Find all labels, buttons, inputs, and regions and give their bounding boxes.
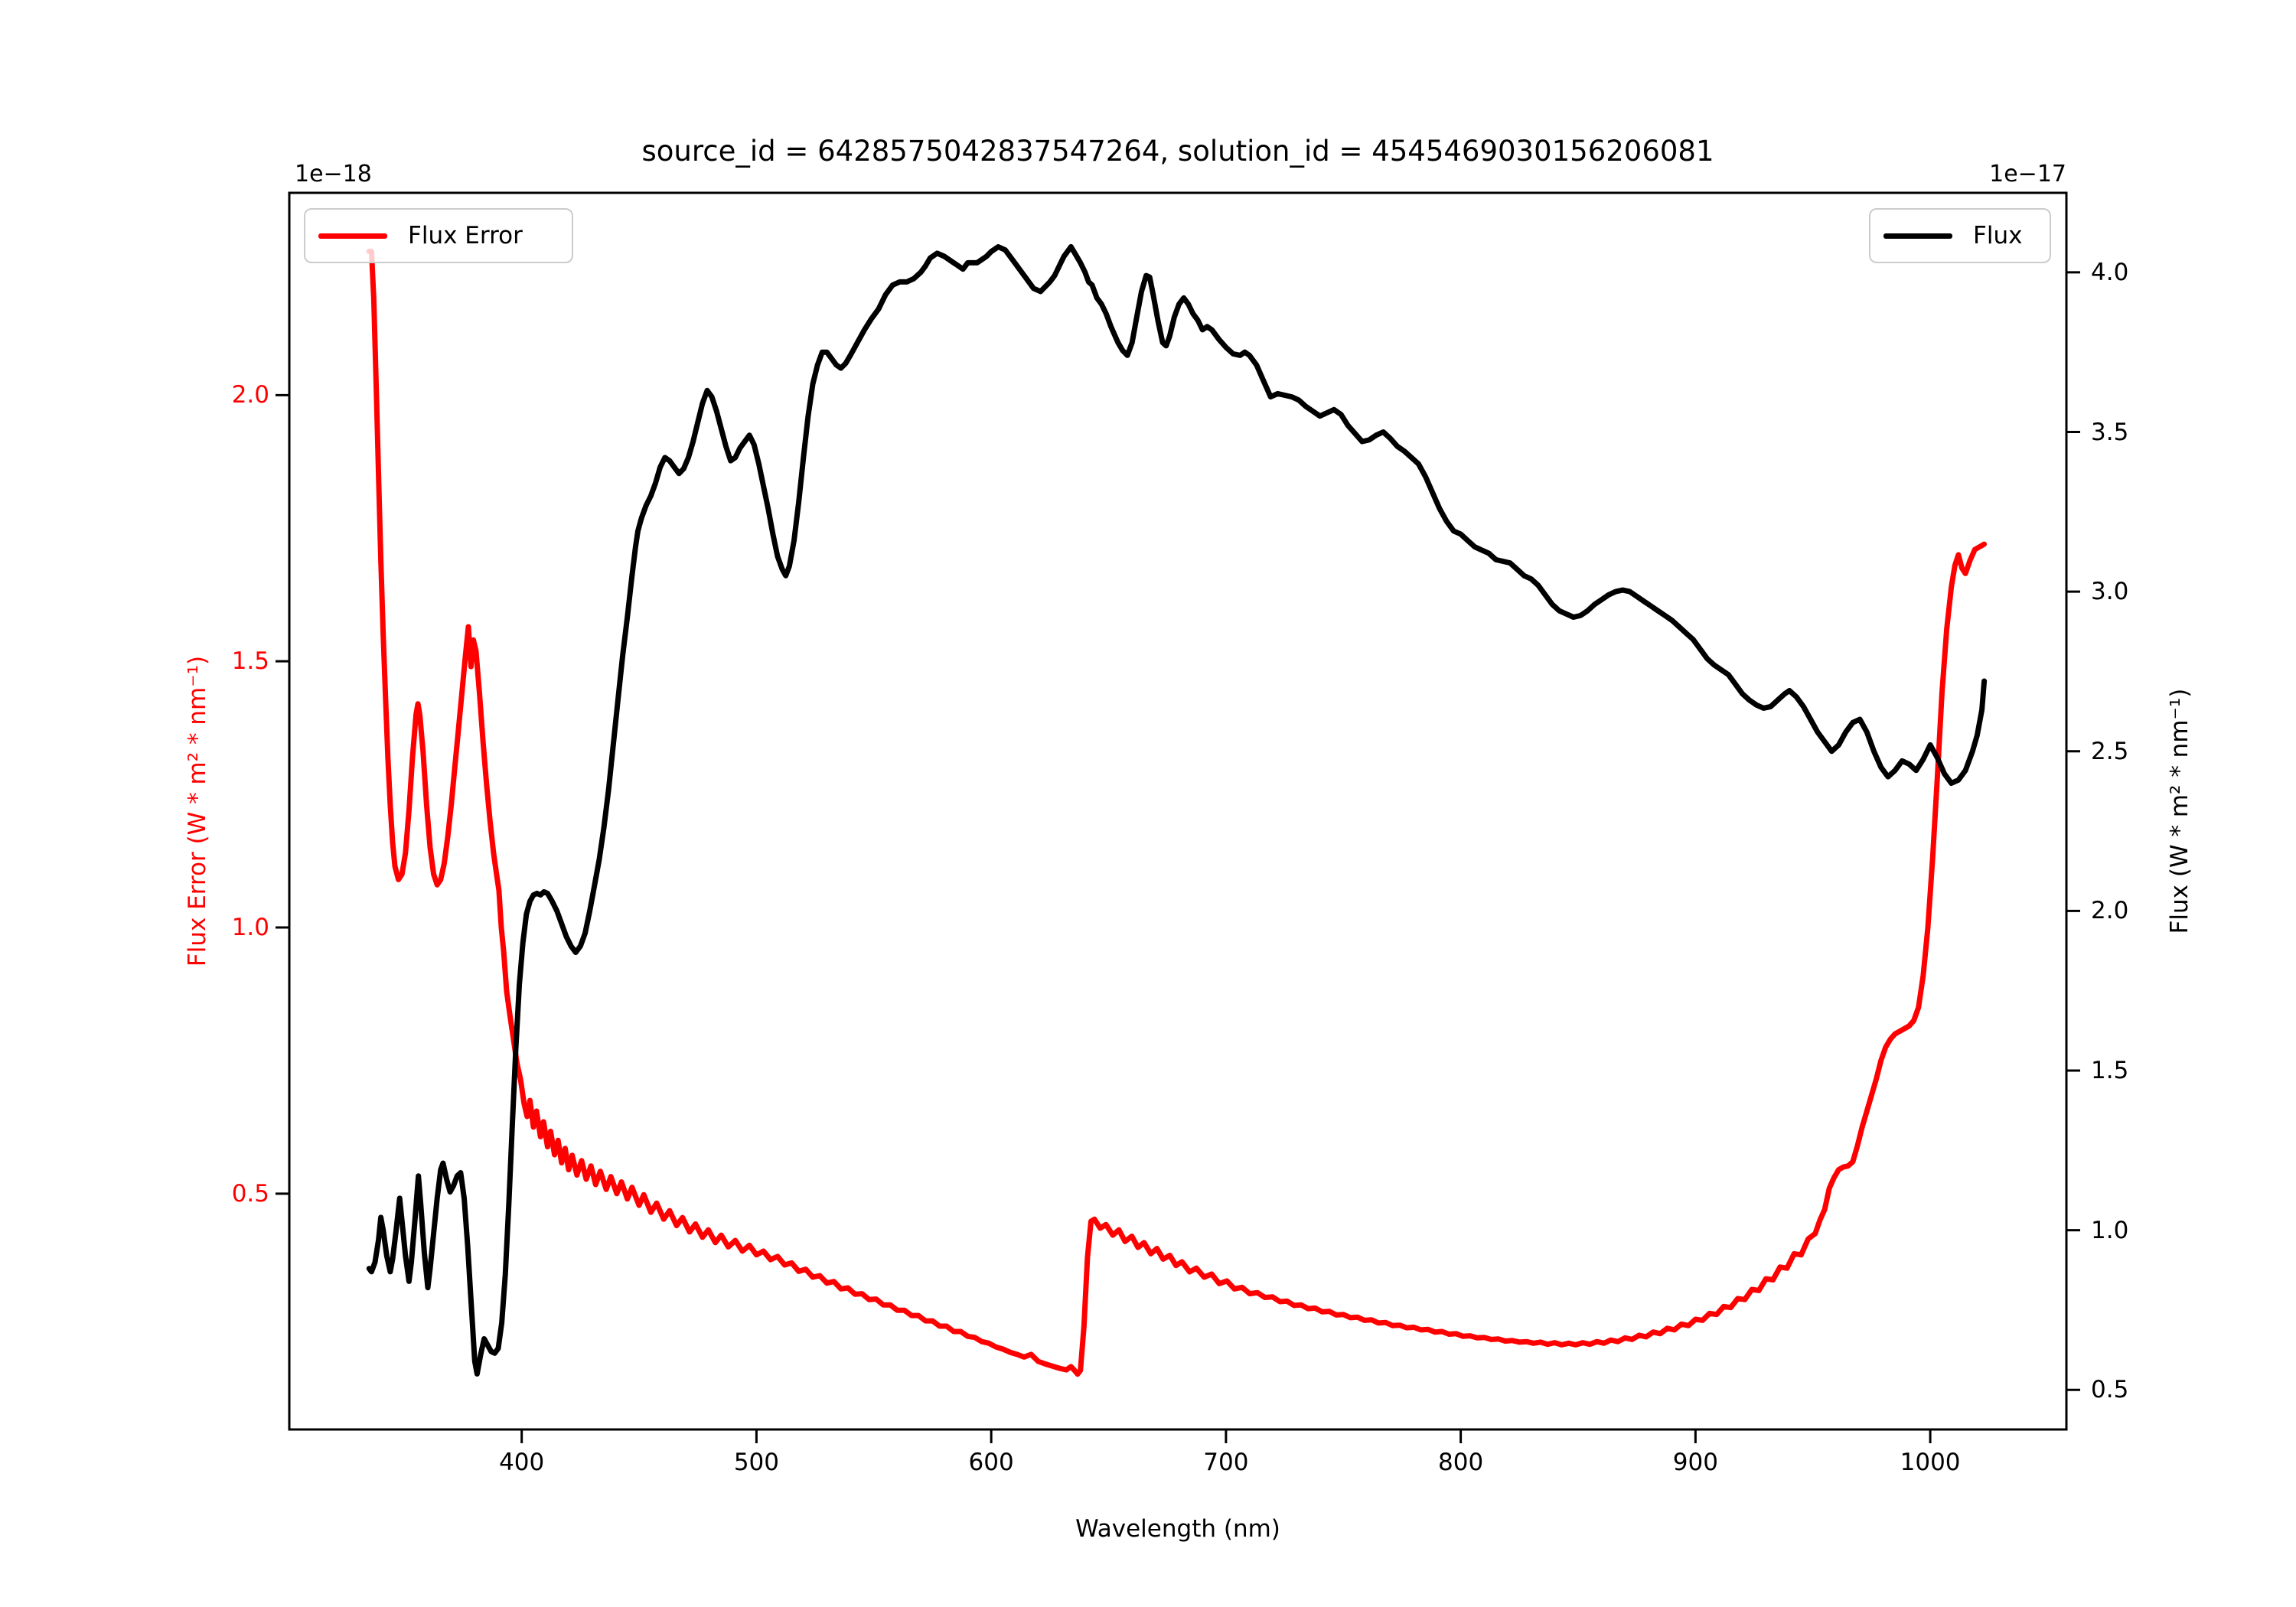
x-tick-label: 400 (499, 1449, 545, 1476)
y-tick-label-right: 4.0 (2091, 258, 2129, 286)
y-tick-label-left: 0.5 (231, 1179, 269, 1208)
left-axis-offset-text: 1e−18 (295, 161, 372, 187)
y-tick-label-right: 3.5 (2091, 418, 2129, 446)
legend-flux: Flux (1869, 208, 2051, 263)
chart-title: source_id = 6428575042837547264, solutio… (641, 135, 1714, 168)
flux-line (366, 244, 1988, 1377)
y-tick-label-left: 1.0 (231, 914, 269, 941)
flux-error-line (366, 249, 1988, 1377)
legend-flux-label: Flux (1973, 222, 2023, 249)
legend-flux-error: Flux Error (304, 208, 573, 263)
y-tick-label-right: 2.5 (2091, 737, 2129, 765)
right-y-axis-label: Flux (W * m² * nm⁻¹) (2166, 688, 2193, 934)
y-tick-label-right: 3.0 (2091, 578, 2129, 606)
x-axis-label: Wavelength (nm) (1075, 1515, 1280, 1543)
flux-legend-line-icon (1883, 233, 1952, 239)
x-tick-label: 600 (968, 1449, 1014, 1476)
y-tick-label-right: 1.0 (2091, 1216, 2129, 1244)
y-tick-label-left: 1.5 (231, 647, 269, 676)
y-tick-label-right: 0.5 (2091, 1376, 2129, 1404)
plot-frame (288, 191, 2068, 1431)
x-tick-label: 500 (733, 1449, 779, 1476)
x-tick-label: 900 (1672, 1449, 1718, 1476)
y-tick-label-right: 1.5 (2091, 1057, 2129, 1084)
x-tick-label: 700 (1203, 1449, 1249, 1476)
y-tick-label-left: 2.0 (231, 381, 269, 409)
flux-error-legend-line-icon (318, 233, 387, 239)
legend-flux-error-label: Flux Error (408, 222, 523, 249)
x-tick-label: 800 (1438, 1449, 1484, 1476)
tick-marks (276, 271, 2080, 1443)
y-tick-label-right: 2.0 (2091, 897, 2129, 925)
x-tick-label: 1000 (1900, 1449, 1961, 1476)
